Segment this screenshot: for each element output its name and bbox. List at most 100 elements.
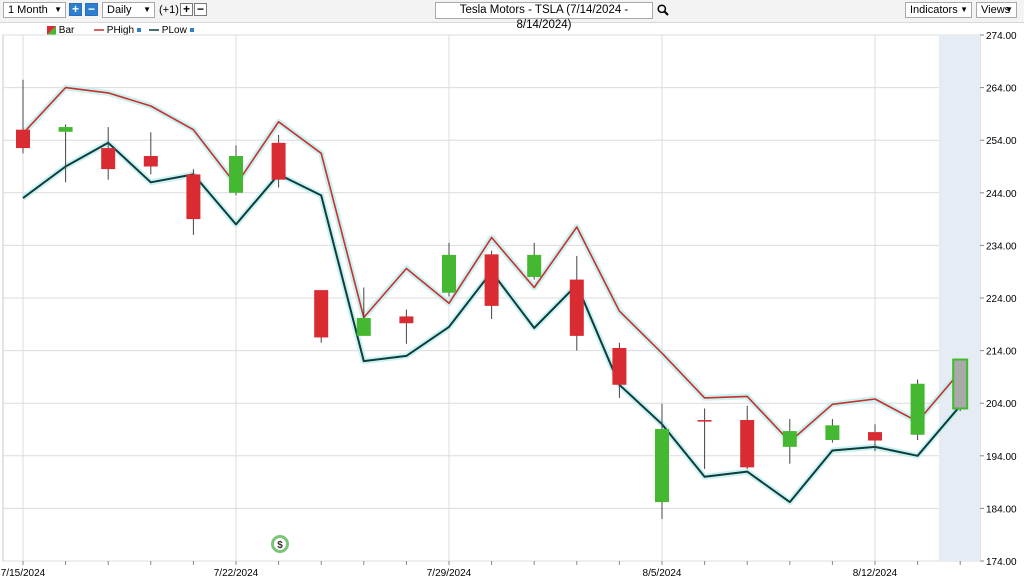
- candle-body: [740, 420, 755, 468]
- settings-dot-icon[interactable]: [189, 28, 194, 33]
- x-tick-label: 7/22/2024: [214, 568, 259, 579]
- candle-body: [16, 129, 30, 149]
- indicators-label: Indicators: [910, 4, 958, 16]
- legend-plow-label: PLow: [161, 25, 187, 36]
- price-chart[interactable]: 174.00 184.00 194.00 204.00 214.00 224.00 234.…: [0, 22, 1024, 587]
- candle[interactable]: [101, 127, 116, 180]
- y-tick-label: 234.00: [986, 241, 1017, 252]
- chevron-down-icon: ▼: [143, 5, 151, 14]
- x-tick-label: 8/5/2024: [643, 568, 682, 579]
- indicators-select[interactable]: Indicators ▼: [905, 2, 972, 18]
- candle-body: [314, 290, 329, 338]
- candles: [16, 79, 969, 519]
- chevron-down-icon: ▼: [1005, 5, 1013, 14]
- candle-body: [910, 383, 925, 435]
- settings-dot-icon[interactable]: [136, 28, 141, 33]
- candle[interactable]: [612, 342, 627, 398]
- offset-label: (+1): [159, 4, 179, 16]
- symbol-title-field[interactable]: Tesla Motors - TSLA (7/14/2024 - 8/14/20…: [435, 2, 653, 31]
- x-tick-label: 7/15/2024: [1, 568, 46, 579]
- phigh-line: [22, 86, 961, 443]
- candle[interactable]: [952, 358, 969, 412]
- candle-body: [655, 428, 669, 503]
- candle[interactable]: [356, 287, 371, 336]
- candle-body: [697, 420, 712, 422]
- plow-line: [22, 141, 961, 504]
- forecast-region: [938, 35, 980, 561]
- plow-legend-line: [149, 29, 159, 32]
- zoom-out-button[interactable]: −: [85, 3, 98, 16]
- chevron-down-icon: ▼: [54, 5, 62, 14]
- candle-body: [612, 347, 627, 385]
- candle[interactable]: [655, 403, 669, 519]
- candle-body: [527, 254, 542, 277]
- period-value: 1 Month: [8, 4, 48, 16]
- candle-body: [101, 148, 116, 170]
- period-select[interactable]: 1 Month ▼: [3, 2, 66, 18]
- candle[interactable]: [399, 309, 414, 344]
- candle[interactable]: [782, 418, 797, 464]
- candle[interactable]: [484, 250, 499, 320]
- candle-body: [825, 425, 840, 441]
- y-tick-label: 254.00: [986, 136, 1017, 147]
- legend-phigh-label: PHigh: [106, 25, 135, 36]
- y-tick-label: 264.00: [986, 84, 1017, 95]
- candle-body: [143, 155, 158, 167]
- y-tick-label: 274.00: [986, 31, 1017, 42]
- legend-bar: Bar: [47, 25, 74, 36]
- candle[interactable]: [825, 418, 840, 443]
- y-tick-label: 244.00: [986, 189, 1017, 200]
- candle-body: [952, 358, 969, 410]
- plow-line-glow: [21, 139, 963, 506]
- offset-minus-button[interactable]: −: [194, 3, 207, 16]
- candle-body: [442, 254, 456, 293]
- y-tick-label: 184.00: [986, 504, 1017, 515]
- candle-body: [868, 432, 882, 441]
- y-tick-label: 214.00: [986, 347, 1017, 358]
- legend-plow: PLow: [149, 25, 194, 36]
- y-tick-label: 194.00: [986, 452, 1017, 463]
- search-icon[interactable]: [657, 4, 669, 16]
- candle-body: [399, 316, 414, 324]
- candle[interactable]: [271, 134, 286, 188]
- zoom-in-button[interactable]: +: [69, 3, 82, 16]
- candle[interactable]: [569, 255, 584, 351]
- candle[interactable]: [314, 290, 329, 343]
- chevron-down-icon: ▼: [960, 5, 968, 14]
- candle[interactable]: [229, 145, 243, 196]
- candle-body: [484, 254, 499, 306]
- x-axis: 7/15/2024 7/22/2024 7/29/2024 8/5/2024 8/12/…: [1, 561, 961, 579]
- y-axis: 174.00 184.00 194.00 204.00 214.00 224.00 234.…: [980, 31, 1017, 568]
- candle-body: [271, 142, 286, 180]
- candle[interactable]: [527, 242, 542, 280]
- candle[interactable]: [16, 79, 30, 154]
- toolbar: 1 Month ▼ + − Daily ▼ (+1) + − Tesla Mot…: [0, 0, 1024, 31]
- views-select[interactable]: Views ▼: [976, 2, 1017, 18]
- candle[interactable]: [740, 405, 755, 469]
- x-tick-label: 7/29/2024: [427, 568, 472, 579]
- candle[interactable]: [58, 124, 73, 183]
- candle[interactable]: [186, 169, 201, 235]
- candle-body: [186, 174, 201, 220]
- dividend-marker[interactable]: $: [271, 535, 289, 553]
- candle-body: [782, 431, 797, 447]
- chart-title: Tesla Motors - TSLA (7/14/2024 - 8/14/20…: [459, 4, 629, 31]
- candle-body: [229, 155, 243, 193]
- candle[interactable]: [143, 132, 158, 175]
- candle[interactable]: [868, 424, 882, 452]
- candle-body: [356, 317, 371, 336]
- y-tick-label: 174.00: [986, 557, 1017, 568]
- interval-value: Daily: [107, 4, 132, 16]
- y-tick-label: 224.00: [986, 294, 1017, 305]
- svg-text:$: $: [277, 540, 283, 551]
- candle[interactable]: [910, 379, 925, 441]
- views-label: Views: [981, 4, 1011, 16]
- interval-select[interactable]: Daily ▼: [102, 2, 155, 18]
- offset-plus-button[interactable]: +: [180, 3, 193, 16]
- bar-legend-icon: [47, 25, 56, 35]
- candle[interactable]: [697, 408, 712, 469]
- legend-phigh: PHigh: [94, 25, 141, 36]
- candle-body: [569, 279, 584, 336]
- legend-bar-label: Bar: [58, 25, 75, 36]
- candle[interactable]: [442, 242, 456, 297]
